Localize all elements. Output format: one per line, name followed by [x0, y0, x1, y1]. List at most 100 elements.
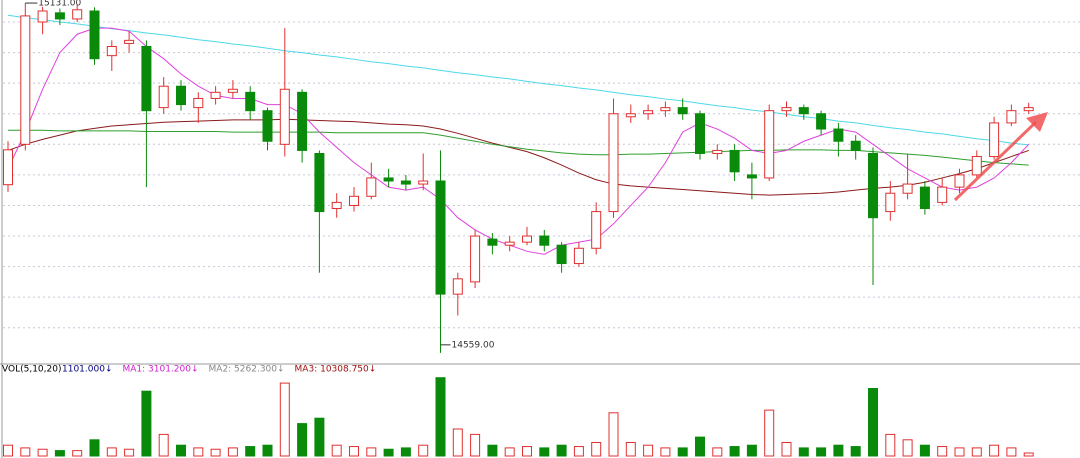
volume-bar: [504, 447, 515, 457]
candle-body: [3, 149, 13, 186]
candle-body: [504, 241, 515, 246]
candle-body: [522, 235, 532, 243]
volume-bar: [798, 447, 809, 457]
candle-body: [816, 113, 827, 130]
trend-arrow: [953, 112, 1048, 202]
candle-body: [573, 247, 584, 265]
volume-bar: [971, 447, 982, 457]
volume-bar: [781, 442, 792, 457]
volume-bar: [262, 444, 273, 457]
volume-bar: [522, 446, 532, 457]
extreme-label: 15131.00: [38, 0, 81, 9]
candle-body: [210, 91, 221, 99]
candle-body: [176, 85, 186, 106]
volume-bar: [608, 412, 619, 457]
volume-bar: [210, 448, 221, 457]
candle-body: [418, 180, 429, 185]
candle-body: [677, 107, 688, 115]
volume-bar: [1023, 452, 1034, 457]
volume-bar: [37, 448, 48, 457]
volume-bar: [746, 444, 757, 457]
candle-body: [919, 186, 930, 210]
candle-body: [954, 174, 965, 188]
volume-panel: VOL(5,10,20) 1101.000↓ MA1: 3101.200↓ MA2: …: [2, 365, 1034, 457]
candle-body: [54, 12, 65, 20]
volume-bar: [885, 433, 896, 457]
volume-bar: [349, 446, 359, 457]
candle-body: [1023, 107, 1034, 112]
candle-body: [331, 201, 342, 210]
candle-body: [89, 10, 100, 60]
volume-bar: [3, 444, 13, 457]
candle-body: [746, 174, 757, 179]
candle-body: [383, 177, 394, 182]
volume-bar: [816, 447, 827, 457]
candle-body: [885, 192, 896, 213]
volume-bar: [989, 444, 1000, 457]
volume-bar: [868, 388, 878, 457]
candle-body: [591, 211, 602, 249]
moving-average-line: [7, 27, 1030, 255]
candle-body: [608, 113, 619, 213]
volume-bar: [539, 447, 550, 457]
volume-bar: [764, 409, 775, 457]
candle-body: [781, 107, 792, 112]
candle-body: [625, 113, 636, 118]
volume-bar: [729, 446, 740, 457]
candle-body: [193, 97, 204, 109]
candle-body: [850, 140, 861, 151]
moving-average-line: [7, 118, 1029, 196]
volume-bar: [677, 447, 688, 457]
volume-bar: [833, 444, 844, 457]
candle-body: [158, 85, 169, 109]
candle-body: [124, 39, 135, 44]
volume-bar: [937, 446, 948, 457]
candle-body: [660, 107, 671, 112]
volume-bar: [954, 447, 965, 457]
volume-bar: [106, 447, 117, 457]
moving-average-line: [7, 14, 1029, 146]
volume-bar: [20, 447, 31, 457]
candle-body: [400, 180, 411, 185]
volume-bar: [193, 447, 204, 457]
candle-body: [297, 91, 308, 151]
volume-annotation: MA1: 3101.200↓: [122, 365, 198, 375]
volume-bar: [573, 446, 584, 457]
volume-bar: [245, 446, 256, 457]
volume-bar: [89, 439, 100, 457]
volume-bar: [297, 423, 308, 457]
volume-bar: [400, 447, 411, 457]
volume-annotation: MA3: 10308.750↓: [295, 365, 377, 375]
volume-bar: [418, 444, 429, 457]
candle-body: [487, 238, 498, 246]
candle-body: [643, 110, 654, 115]
candle-body: [227, 88, 238, 93]
candle-body: [539, 235, 550, 246]
candle-body: [262, 110, 273, 142]
volume-bar: [331, 444, 342, 457]
candle-body: [729, 149, 740, 173]
volume-bar: [625, 442, 636, 457]
candle-body: [141, 45, 152, 112]
candle-body: [1006, 110, 1017, 124]
candle-body: [971, 156, 982, 176]
volume-bar: [279, 382, 290, 457]
volume-bar: [556, 444, 567, 457]
volume-bar: [227, 447, 238, 457]
volume-annotation: MA2: 5262.300↓: [209, 365, 285, 375]
volume-bar: [712, 447, 723, 457]
candle-body: [712, 149, 723, 154]
volume-bar: [435, 377, 446, 457]
volume-bar: [54, 450, 65, 457]
volume-bar: [452, 428, 463, 457]
candle-body: [20, 15, 31, 145]
candle-body: [72, 9, 83, 20]
candle-body: [868, 152, 878, 219]
candle-body: [349, 195, 359, 206]
volume-bar: [383, 448, 394, 457]
candle-body: [902, 183, 913, 194]
extreme-label: 14559.00: [452, 340, 495, 350]
volume-bar: [660, 447, 671, 457]
volume-bar: [72, 450, 83, 457]
candle-body: [833, 128, 844, 142]
